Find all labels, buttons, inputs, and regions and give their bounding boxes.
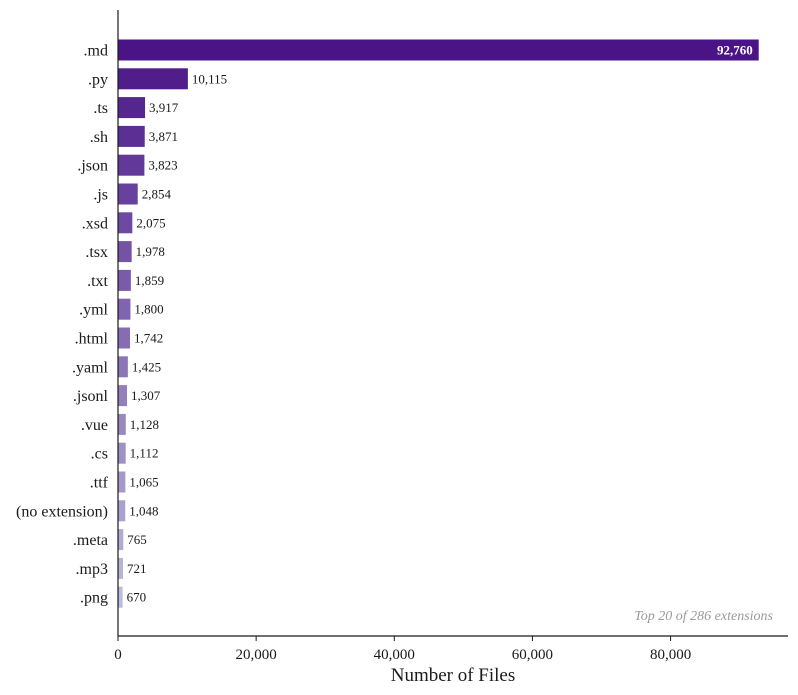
category-label-18: .mp3 (76, 561, 108, 578)
value-label-10: 1,742 (134, 331, 163, 346)
category-label-1: .py (88, 71, 108, 88)
x-tick-label-4: 80,000 (650, 647, 691, 663)
bar-10 (118, 327, 131, 349)
value-labels: 92,760 10,115 3,917 3,871 3,823 2,854 2,075 1,9… (127, 43, 753, 605)
bar-8 (118, 269, 131, 291)
annotation-note: Top 20 of 286 extensions (634, 609, 773, 624)
x-tick-label-0: 0 (114, 647, 122, 663)
category-label-6: .xsd (82, 215, 108, 232)
category-label-0: .md (84, 43, 108, 60)
bars-group (118, 39, 759, 608)
bar-4 (118, 154, 145, 176)
value-label-14: 1,112 (130, 446, 159, 461)
bar-1 (118, 68, 188, 90)
bar-12 (118, 385, 128, 407)
category-labels: .md .py .ts .sh .json .js .xsd .tsx .txt .yml .htm… (16, 43, 109, 607)
bar-9 (118, 298, 131, 320)
category-label-11: .yaml (72, 359, 109, 376)
bar-2 (118, 97, 146, 119)
category-label-14: .cs (91, 446, 108, 463)
bar-16 (118, 500, 126, 522)
bar-11 (118, 356, 128, 378)
x-tick-label-2: 40,000 (374, 647, 415, 663)
bar-13 (118, 413, 126, 435)
x-ticks: 0 20,000 40,000 60,000 80,000 (114, 636, 691, 663)
value-label-4: 3,823 (148, 158, 177, 173)
category-label-16: (no extension) (16, 503, 108, 520)
value-label-8: 1,859 (135, 273, 164, 288)
value-label-19: 670 (127, 590, 147, 605)
value-label-9: 1,800 (134, 302, 163, 317)
category-label-5: .js (93, 187, 108, 204)
x-tick-label-3: 60,000 (512, 647, 553, 663)
category-label-9: .yml (79, 302, 108, 319)
value-label-16: 1,048 (129, 503, 158, 518)
category-label-7: .tsx (85, 244, 108, 261)
category-label-4: .json (77, 158, 108, 175)
value-label-6: 2,075 (136, 215, 165, 230)
value-label-0: 92,760 (717, 43, 753, 58)
category-label-12: .jsonl (73, 388, 109, 405)
value-label-7: 1,978 (136, 244, 165, 259)
value-label-5: 2,854 (142, 187, 172, 202)
bar-19 (118, 586, 123, 608)
x-tick-label-1: 20,000 (236, 647, 277, 663)
bar-3 (118, 125, 145, 147)
bar-18 (118, 557, 123, 579)
category-label-8: .txt (87, 273, 108, 290)
category-label-13: .vue (81, 417, 108, 434)
value-label-1: 10,115 (192, 71, 227, 86)
bar-15 (118, 471, 126, 493)
bar-6 (118, 212, 133, 234)
category-label-17: .meta (73, 532, 108, 549)
category-label-3: .sh (90, 129, 108, 146)
value-label-12: 1,307 (131, 388, 161, 403)
value-label-17: 765 (127, 532, 147, 547)
bar-7 (118, 241, 132, 263)
category-label-15: .ttf (90, 475, 109, 492)
x-axis-title: Number of Files (391, 665, 516, 686)
bar-0 (118, 39, 759, 61)
category-label-19: .png (80, 590, 108, 607)
value-label-15: 1,065 (129, 475, 158, 490)
value-label-11: 1,425 (132, 359, 161, 374)
bar-5 (118, 183, 138, 205)
bar-14 (118, 442, 126, 464)
category-label-2: .ts (93, 100, 108, 117)
value-label-18: 721 (127, 561, 147, 576)
value-label-2: 3,917 (149, 100, 179, 115)
value-label-3: 3,871 (149, 129, 178, 144)
category-label-10: .html (75, 331, 109, 348)
bar-17 (118, 529, 124, 551)
value-label-13: 1,128 (130, 417, 159, 432)
